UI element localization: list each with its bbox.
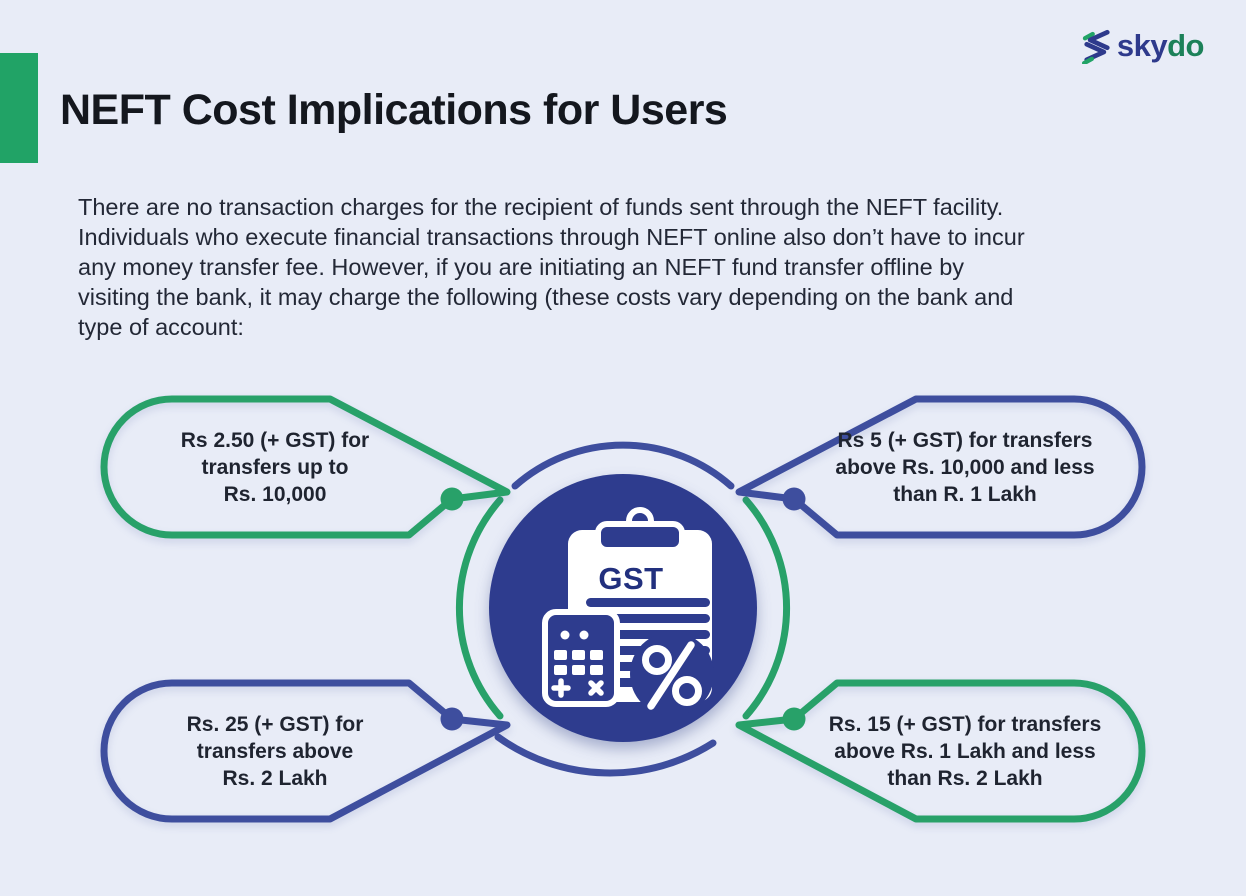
callout-bubble-top-right xyxy=(735,395,1146,539)
ring-arc-top xyxy=(511,441,735,490)
calculator-multiply-key xyxy=(588,680,604,696)
gst-clipboard-icon: GST xyxy=(542,507,714,716)
percent-icon xyxy=(630,632,714,716)
connector-dot-top-right xyxy=(782,487,806,511)
intro-paragraph: There are no transaction charges for the… xyxy=(78,194,1025,340)
calculator-plus-key xyxy=(551,678,571,698)
callout-bubble-bottom-left xyxy=(100,679,511,823)
page-title: NEFT Cost Implications for Users xyxy=(60,86,728,134)
calculator-icon xyxy=(542,609,620,707)
ring-arc-left xyxy=(455,496,504,720)
clipboard-clip xyxy=(595,521,685,553)
logo-text-do: do xyxy=(1167,28,1204,63)
skydo-logo: skydo xyxy=(1081,28,1204,64)
logo-text-sky: sky xyxy=(1116,28,1168,63)
callout-label-bottom-right: Rs. 15 (+ GST) for transfers above Rs. 1… xyxy=(828,712,1102,790)
skydo-logo-icon xyxy=(1081,29,1110,64)
callout-label-top-right: Rs 5 (+ GST) for transfers above Rs. 10,… xyxy=(835,428,1095,506)
gst-label: GST xyxy=(598,561,663,596)
title-accent-bar xyxy=(0,53,38,163)
ring-arc-right xyxy=(742,496,791,720)
callout-label-top-left: Rs 2.50 (+ GST) for transfers up to Rs. … xyxy=(180,428,370,506)
ring-arc-bottom xyxy=(494,733,717,777)
callout-label-bottom-left: Rs. 25 (+ GST) for transfers above Rs. 2… xyxy=(186,712,364,790)
connector-dot-top-left xyxy=(440,487,464,511)
connector-dot-bottom-right xyxy=(782,707,806,731)
connector-dot-bottom-left xyxy=(440,707,464,731)
callout-bubble-bottom-right xyxy=(735,679,1146,823)
callout-bubble-top-left xyxy=(100,395,511,539)
skydo-logo-text: skydo xyxy=(1116,28,1205,64)
